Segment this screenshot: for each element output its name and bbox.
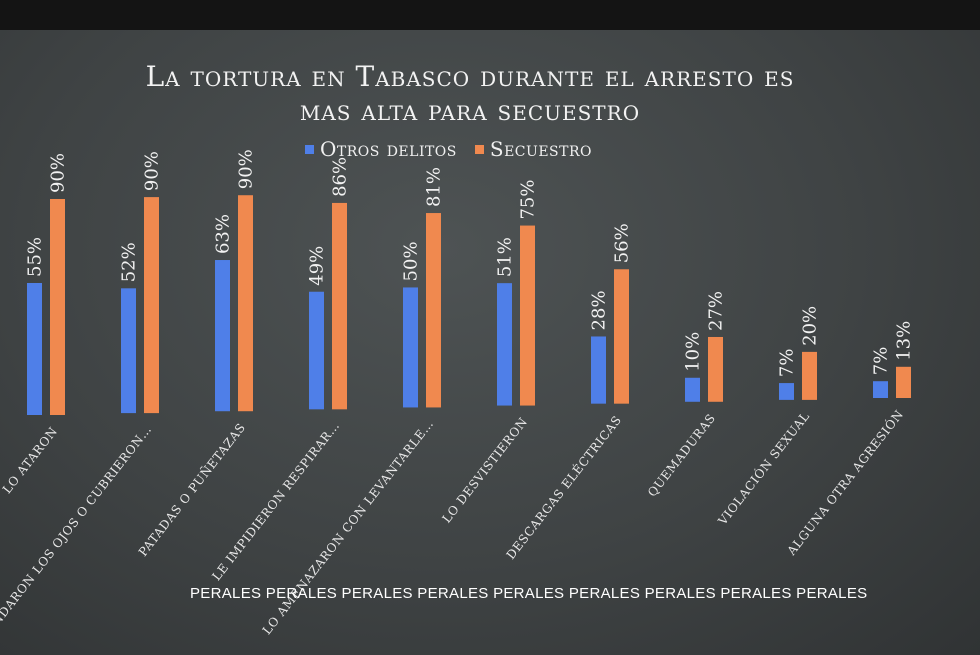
- legend-item-otros-delitos: Otros delitos: [305, 137, 457, 161]
- bar-secuestro-patadas-o-punetazas: [238, 195, 253, 412]
- category-label-lo-ataron: LO ATARON: [0, 424, 60, 496]
- bar-secuestro-descargas-electricas: [614, 269, 629, 404]
- legend-label-secuestro: Secuestro: [489, 137, 592, 161]
- data-label-otros-delitos-lo-ataron: 55%: [25, 237, 46, 277]
- category-label-lo-amenazaron-con-levantarle: LO AMENAZARON CON LEVANTARLE…: [260, 417, 437, 638]
- data-label-secuestro-alguna-otra-agresion: 13%: [894, 321, 915, 361]
- data-label-secuestro-patadas-o-punetazas: 90%: [236, 149, 257, 189]
- bar-otros-delitos-lo-amenazaron-con-levantarle: [403, 287, 418, 408]
- data-label-otros-delitos-quemaduras: 10%: [683, 332, 704, 372]
- bar-secuestro-alguna-otra-agresion: [896, 366, 911, 398]
- legend-item-secuestro: Secuestro: [474, 137, 592, 161]
- category-label-violacion-sexual: VIOLACIÓN SEXUAL: [713, 408, 812, 529]
- data-label-otros-delitos-patadas-o-punetazas: 63%: [213, 214, 234, 254]
- bar-secuestro-le-vendaron-los-ojos-o-cubrieron: [144, 197, 159, 414]
- bar-otros-delitos-le-impidieron-respirar: [309, 291, 324, 410]
- data-label-otros-delitos-alguna-otra-agresion: 7%: [871, 347, 892, 376]
- data-label-otros-delitos-descargas-electricas: 28%: [589, 290, 610, 330]
- category-label-lo-desvistieron: LO DESVISTIERON: [439, 415, 530, 526]
- bar-secuestro-lo-desvistieron: [520, 225, 535, 406]
- data-label-secuestro-le-vendaron-los-ojos-o-cubrieron: 90%: [142, 151, 163, 191]
- bar-otros-delitos-alguna-otra-agresion: [873, 381, 888, 398]
- category-label-quemaduras: QUEMADURAS: [645, 411, 718, 499]
- bar-secuestro-violacion-sexual: [802, 351, 817, 400]
- bar-secuestro-lo-ataron: [50, 199, 65, 415]
- bar-otros-delitos-patadas-o-punetazas: [215, 260, 230, 412]
- legend-label-otros-delitos: Otros delitos: [320, 137, 457, 161]
- bar-secuestro-quemaduras: [708, 336, 723, 402]
- data-label-otros-delitos-violacion-sexual: 7%: [777, 349, 798, 378]
- bar-otros-delitos-descargas-electricas: [591, 336, 606, 404]
- bar-otros-delitos-lo-ataron: [27, 283, 42, 415]
- chart-title-line-2: mas alta para secuestro: [299, 94, 641, 127]
- data-label-secuestro-quemaduras: 27%: [706, 291, 727, 331]
- chart-title-line-1: La tortura en Tabasco durante el arresto…: [145, 60, 795, 93]
- data-label-secuestro-descargas-electricas: 56%: [612, 223, 633, 263]
- watermark-text: PERALES PERALES PERALES PERALES PERALES …: [190, 585, 868, 602]
- category-label-patadas-o-punetazas: PATADAS O PUÑETAZAS: [135, 420, 248, 559]
- data-label-otros-delitos-lo-desvistieron: 51%: [495, 237, 516, 277]
- data-label-otros-delitos-le-vendaron-los-ojos-o-cubrieron: 52%: [119, 242, 140, 282]
- data-label-secuestro-le-impidieron-respirar: 86%: [330, 157, 351, 197]
- bar-otros-delitos-violacion-sexual: [779, 383, 794, 400]
- data-label-secuestro-lo-ataron: 90%: [48, 153, 69, 193]
- data-label-secuestro-lo-amenazaron-con-levantarle: 81%: [424, 167, 445, 207]
- legend-swatch-secuestro: [474, 144, 484, 154]
- projection-screen: La tortura en Tabasco durante el arresto…: [0, 30, 980, 655]
- bar-secuestro-le-impidieron-respirar: [332, 202, 347, 410]
- legend-swatch-otros-delitos: [305, 144, 314, 154]
- bar-otros-delitos-quemaduras: [685, 377, 700, 402]
- data-label-otros-delitos-le-impidieron-respirar: 49%: [307, 246, 328, 286]
- bar-otros-delitos-lo-desvistieron: [497, 283, 512, 406]
- chart-legend: Otros delitos Secuestro: [305, 134, 592, 164]
- data-label-secuestro-lo-desvistieron: 75%: [518, 180, 539, 220]
- bar-otros-delitos-le-vendaron-los-ojos-o-cubrieron: [121, 288, 136, 414]
- bar-secuestro-lo-amenazaron-con-levantarle: [426, 213, 441, 408]
- data-label-secuestro-violacion-sexual: 20%: [800, 306, 821, 346]
- chart-title: La tortura en Tabasco durante el arresto…: [40, 60, 900, 128]
- data-label-otros-delitos-lo-amenazaron-con-levantarle: 50%: [401, 241, 422, 281]
